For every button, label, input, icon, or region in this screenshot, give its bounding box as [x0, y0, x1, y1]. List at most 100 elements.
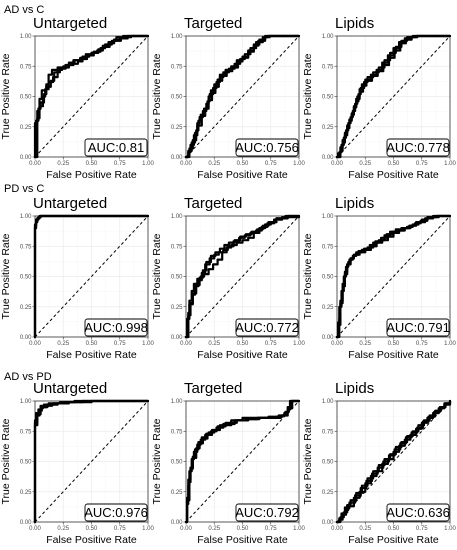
y-tick-label: 0.50 — [171, 275, 183, 281]
x-tick-label: 0.00 — [180, 161, 192, 167]
row-label-pd-vs-c: PD vs C — [4, 183, 44, 195]
x-tick-label: 0.75 — [416, 526, 428, 532]
x-tick-label: 0.00 — [180, 341, 192, 347]
y-tick-label: 0.25 — [20, 305, 32, 311]
x-axis-label: False Positive Rate — [46, 534, 137, 546]
x-tick-label: 0.00 — [331, 526, 343, 532]
x-tick-label: 0.25 — [57, 161, 69, 167]
y-tick-label: 1.00 — [171, 399, 183, 405]
y-tick-label: 0.00 — [322, 520, 334, 526]
x-tick-label: 1.00 — [142, 341, 154, 347]
chance-diagonal-line — [185, 215, 300, 338]
y-tick-label: 0.75 — [322, 64, 334, 70]
y-tick-label: 0.50 — [20, 275, 32, 281]
chance-diagonal-line — [34, 35, 149, 158]
x-tick-label: 0.50 — [237, 161, 249, 167]
y-tick-label: 0.75 — [20, 244, 32, 250]
y-tick-label: 1.00 — [20, 214, 32, 220]
y-tick-label: 0.25 — [171, 125, 183, 131]
auc-annotation-label: AUC:0.791 — [386, 320, 450, 335]
y-tick-label: 0.50 — [171, 460, 183, 466]
roc-panel-ad-vs-c-untargeted: Untargeted 0.00 0.25 0.50 0.75 1.00 0.00 0.25 0.… — [0, 15, 154, 181]
roc-panel-ad-vs-c-lipids: Lipids 0.00 0.25 0.50 0.75 1.00 0.00 0.25 0.50 0.… — [302, 15, 456, 181]
y-tick-label: 0.75 — [20, 429, 32, 435]
auc-annotation-box — [235, 318, 299, 337]
y-tick-label: 0.00 — [171, 335, 183, 341]
y-tick-label: 0.25 — [20, 490, 32, 496]
auc-annotation-label: AUC:0.792 — [235, 505, 299, 520]
auc-annotation-box — [386, 503, 450, 522]
roc-curve-3 — [335, 34, 452, 159]
x-tick-label: 1.00 — [444, 161, 456, 167]
y-tick-label: 0.00 — [171, 155, 183, 161]
x-tick-label: 1.00 — [444, 526, 456, 532]
row-label-ad-vs-pd: AD vs PD — [4, 371, 52, 383]
panel-title: Lipids — [335, 195, 374, 212]
panel-title: Lipids — [335, 380, 374, 397]
panel-title: Untargeted — [33, 380, 107, 397]
x-tick-label: 1.00 — [293, 526, 305, 532]
panel-title: Targeted — [184, 380, 242, 397]
x-tick-label: 0.25 — [208, 526, 220, 532]
x-tick-label: 0.00 — [331, 161, 343, 167]
x-tick-label: 1.00 — [293, 341, 305, 347]
chance-diagonal-line — [336, 215, 451, 338]
y-axis-label: True Positive Rate — [0, 53, 12, 139]
roc-panel-ad-vs-pd-targeted: Targeted 0.00 0.25 0.50 0.75 1.00 0.00 0.25 0.50… — [151, 380, 305, 546]
y-tick-label: 0.75 — [322, 244, 334, 250]
y-tick-label: 0.50 — [20, 95, 32, 101]
x-axis-label: False Positive Rate — [46, 349, 137, 361]
y-tick-label: 0.25 — [20, 125, 32, 131]
y-tick-label: 1.00 — [171, 214, 183, 220]
y-tick-label: 0.75 — [322, 429, 334, 435]
x-tick-label: 0.25 — [359, 161, 371, 167]
roc-panel-pd-vs-c-lipids: Lipids 0.00 0.25 0.50 0.75 1.00 0.00 0.25 0.50 0.… — [302, 195, 456, 361]
x-tick-label: 0.75 — [265, 341, 277, 347]
x-tick-label: 0.50 — [86, 526, 98, 532]
x-tick-label: 0.00 — [180, 526, 192, 532]
x-tick-label: 1.00 — [293, 161, 305, 167]
y-tick-label: 0.75 — [171, 244, 183, 250]
x-tick-label: 0.75 — [416, 161, 428, 167]
y-tick-label: 1.00 — [20, 34, 32, 40]
y-tick-label: 0.50 — [322, 275, 334, 281]
y-tick-label: 0.25 — [322, 305, 334, 311]
auc-annotation-label: AUC:0.636 — [386, 505, 450, 520]
y-tick-label: 0.75 — [171, 64, 183, 70]
x-tick-label: 0.75 — [114, 161, 126, 167]
roc-curve-2 — [184, 214, 301, 339]
x-tick-label: 0.50 — [388, 341, 400, 347]
auc-annotation-box — [235, 138, 299, 157]
x-axis-label: False Positive Rate — [348, 349, 439, 361]
y-tick-label: 0.75 — [171, 429, 183, 435]
x-tick-label: 0.75 — [265, 161, 277, 167]
y-tick-label: 0.50 — [171, 95, 183, 101]
x-tick-label: 0.00 — [29, 341, 41, 347]
x-tick-label: 0.50 — [86, 161, 98, 167]
y-axis-label: True Positive Rate — [0, 418, 12, 504]
roc-curve-3 — [184, 214, 301, 339]
auc-annotation-label: AUC:0.998 — [84, 320, 148, 335]
x-axis-label: False Positive Rate — [197, 349, 288, 361]
x-tick-label: 0.25 — [359, 341, 371, 347]
y-tick-label: 0.00 — [322, 335, 334, 341]
roc-panel-pd-vs-c-untargeted: Untargeted 0.00 0.25 0.50 0.75 1.00 0.00 0.25 0.… — [0, 195, 154, 361]
y-tick-label: 1.00 — [322, 214, 334, 220]
x-tick-label: 0.25 — [208, 161, 220, 167]
y-tick-label: 0.25 — [171, 305, 183, 311]
auc-annotation-label: AUC:0.756 — [235, 140, 299, 155]
y-axis-label: True Positive Rate — [302, 233, 314, 319]
auc-annotation-box — [386, 318, 450, 337]
y-tick-label: 1.00 — [322, 399, 334, 405]
x-tick-label: 1.00 — [142, 526, 154, 532]
chance-diagonal-line — [34, 215, 149, 338]
roc-panel-ad-vs-pd-untargeted: Untargeted 0.00 0.25 0.50 0.75 1.00 0.00 0.25 0.… — [0, 380, 154, 546]
y-tick-label: 0.50 — [20, 460, 32, 466]
panel-title: Untargeted — [33, 15, 107, 32]
y-tick-label: 0.75 — [20, 64, 32, 70]
x-tick-label: 0.25 — [57, 526, 69, 532]
roc-curve-3 — [33, 399, 150, 524]
x-tick-label: 0.50 — [86, 341, 98, 347]
x-axis-label: False Positive Rate — [348, 534, 439, 546]
